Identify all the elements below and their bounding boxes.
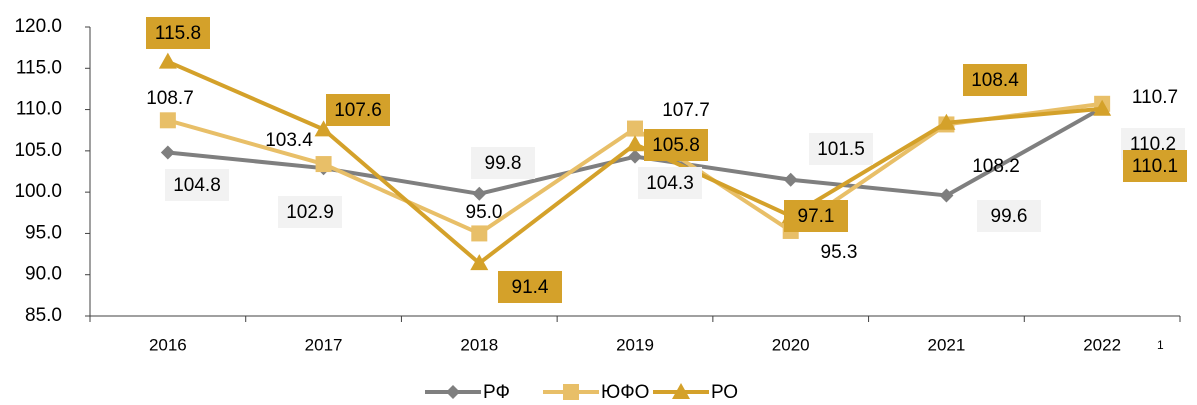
data-label: 101.5 — [817, 139, 865, 160]
data-label-bg — [498, 271, 562, 303]
data-label-bg — [638, 167, 702, 199]
y-tick-label: 105.0 — [14, 140, 62, 161]
x-tick-label: 2020 — [772, 335, 810, 354]
data-label: 108.2 — [972, 156, 1020, 177]
legend-marker — [563, 384, 579, 400]
x-tick-label: 2016 — [149, 335, 187, 354]
point-marker — [160, 145, 175, 160]
data-label: 110.1 — [1132, 156, 1178, 177]
y-tick-label: 110.0 — [16, 99, 62, 120]
point-marker — [937, 113, 956, 130]
data-label: 110.7 — [1132, 87, 1178, 108]
data-label: 95.3 — [821, 242, 858, 263]
x-tick-label: 2022 — [1083, 335, 1121, 354]
data-label: 107.6 — [334, 100, 382, 121]
data-label: 97.1 — [798, 206, 835, 227]
point-marker — [471, 225, 488, 242]
data-label: 115.8 — [155, 23, 201, 44]
data-label: 95.0 — [466, 202, 503, 223]
data-label: 104.3 — [646, 173, 694, 194]
y-tick-label: 100.0 — [14, 181, 62, 202]
data-label-bg — [165, 169, 229, 201]
data-label: 99.6 — [991, 206, 1028, 227]
footnote: 1 — [1157, 338, 1164, 352]
data-label: 104.8 — [173, 175, 221, 196]
data-label-bg — [146, 17, 210, 49]
x-tick-label: 2019 — [616, 335, 654, 354]
y-tick-label: 85.0 — [25, 305, 62, 326]
legend-marker — [446, 385, 460, 399]
data-label: 103.4 — [265, 130, 313, 151]
x-tick-label: 2017 — [305, 335, 343, 354]
point-marker — [939, 188, 954, 203]
y-tick-label: 120.0 — [14, 16, 62, 37]
legend-marker — [672, 383, 690, 399]
point-marker — [159, 112, 176, 129]
point-marker — [783, 172, 798, 187]
data-label-bg — [278, 196, 342, 228]
data-label: 91.4 — [512, 277, 549, 298]
point-marker — [158, 52, 177, 69]
data-label: 108.7 — [146, 88, 194, 109]
data-label-bg — [809, 133, 873, 165]
point-marker — [470, 254, 489, 271]
data-label: 105.8 — [652, 135, 700, 156]
point-marker — [314, 120, 333, 137]
point-marker — [315, 156, 332, 173]
y-tick-label: 115.0 — [16, 57, 62, 78]
data-label-bg — [1123, 150, 1187, 182]
point-marker — [1093, 99, 1112, 116]
x-tick-label: 2021 — [928, 335, 966, 354]
y-tick-label: 95.0 — [25, 222, 62, 243]
point-marker — [627, 120, 643, 137]
data-label: 110.2 — [1130, 134, 1176, 155]
data-label: 108.4 — [971, 70, 1019, 91]
data-label-bg — [326, 94, 390, 126]
point-marker — [628, 149, 642, 164]
legend-label: ЮФО — [601, 382, 649, 403]
data-label-bg — [784, 200, 848, 232]
point-marker — [626, 135, 644, 152]
data-label-bg — [977, 200, 1041, 232]
y-tick-label: 90.0 — [25, 264, 62, 285]
point-marker — [472, 186, 487, 201]
data-label-bg — [471, 147, 535, 179]
data-label: 102.9 — [286, 202, 334, 223]
data-label-bg — [644, 129, 708, 161]
data-label-bg — [963, 64, 1027, 96]
x-tick-label: 2018 — [460, 335, 498, 354]
data-label: 107.7 — [662, 100, 710, 121]
legend-label: РФ — [483, 382, 510, 403]
data-label: 99.8 — [485, 153, 522, 174]
legend-label: РО — [711, 382, 738, 403]
